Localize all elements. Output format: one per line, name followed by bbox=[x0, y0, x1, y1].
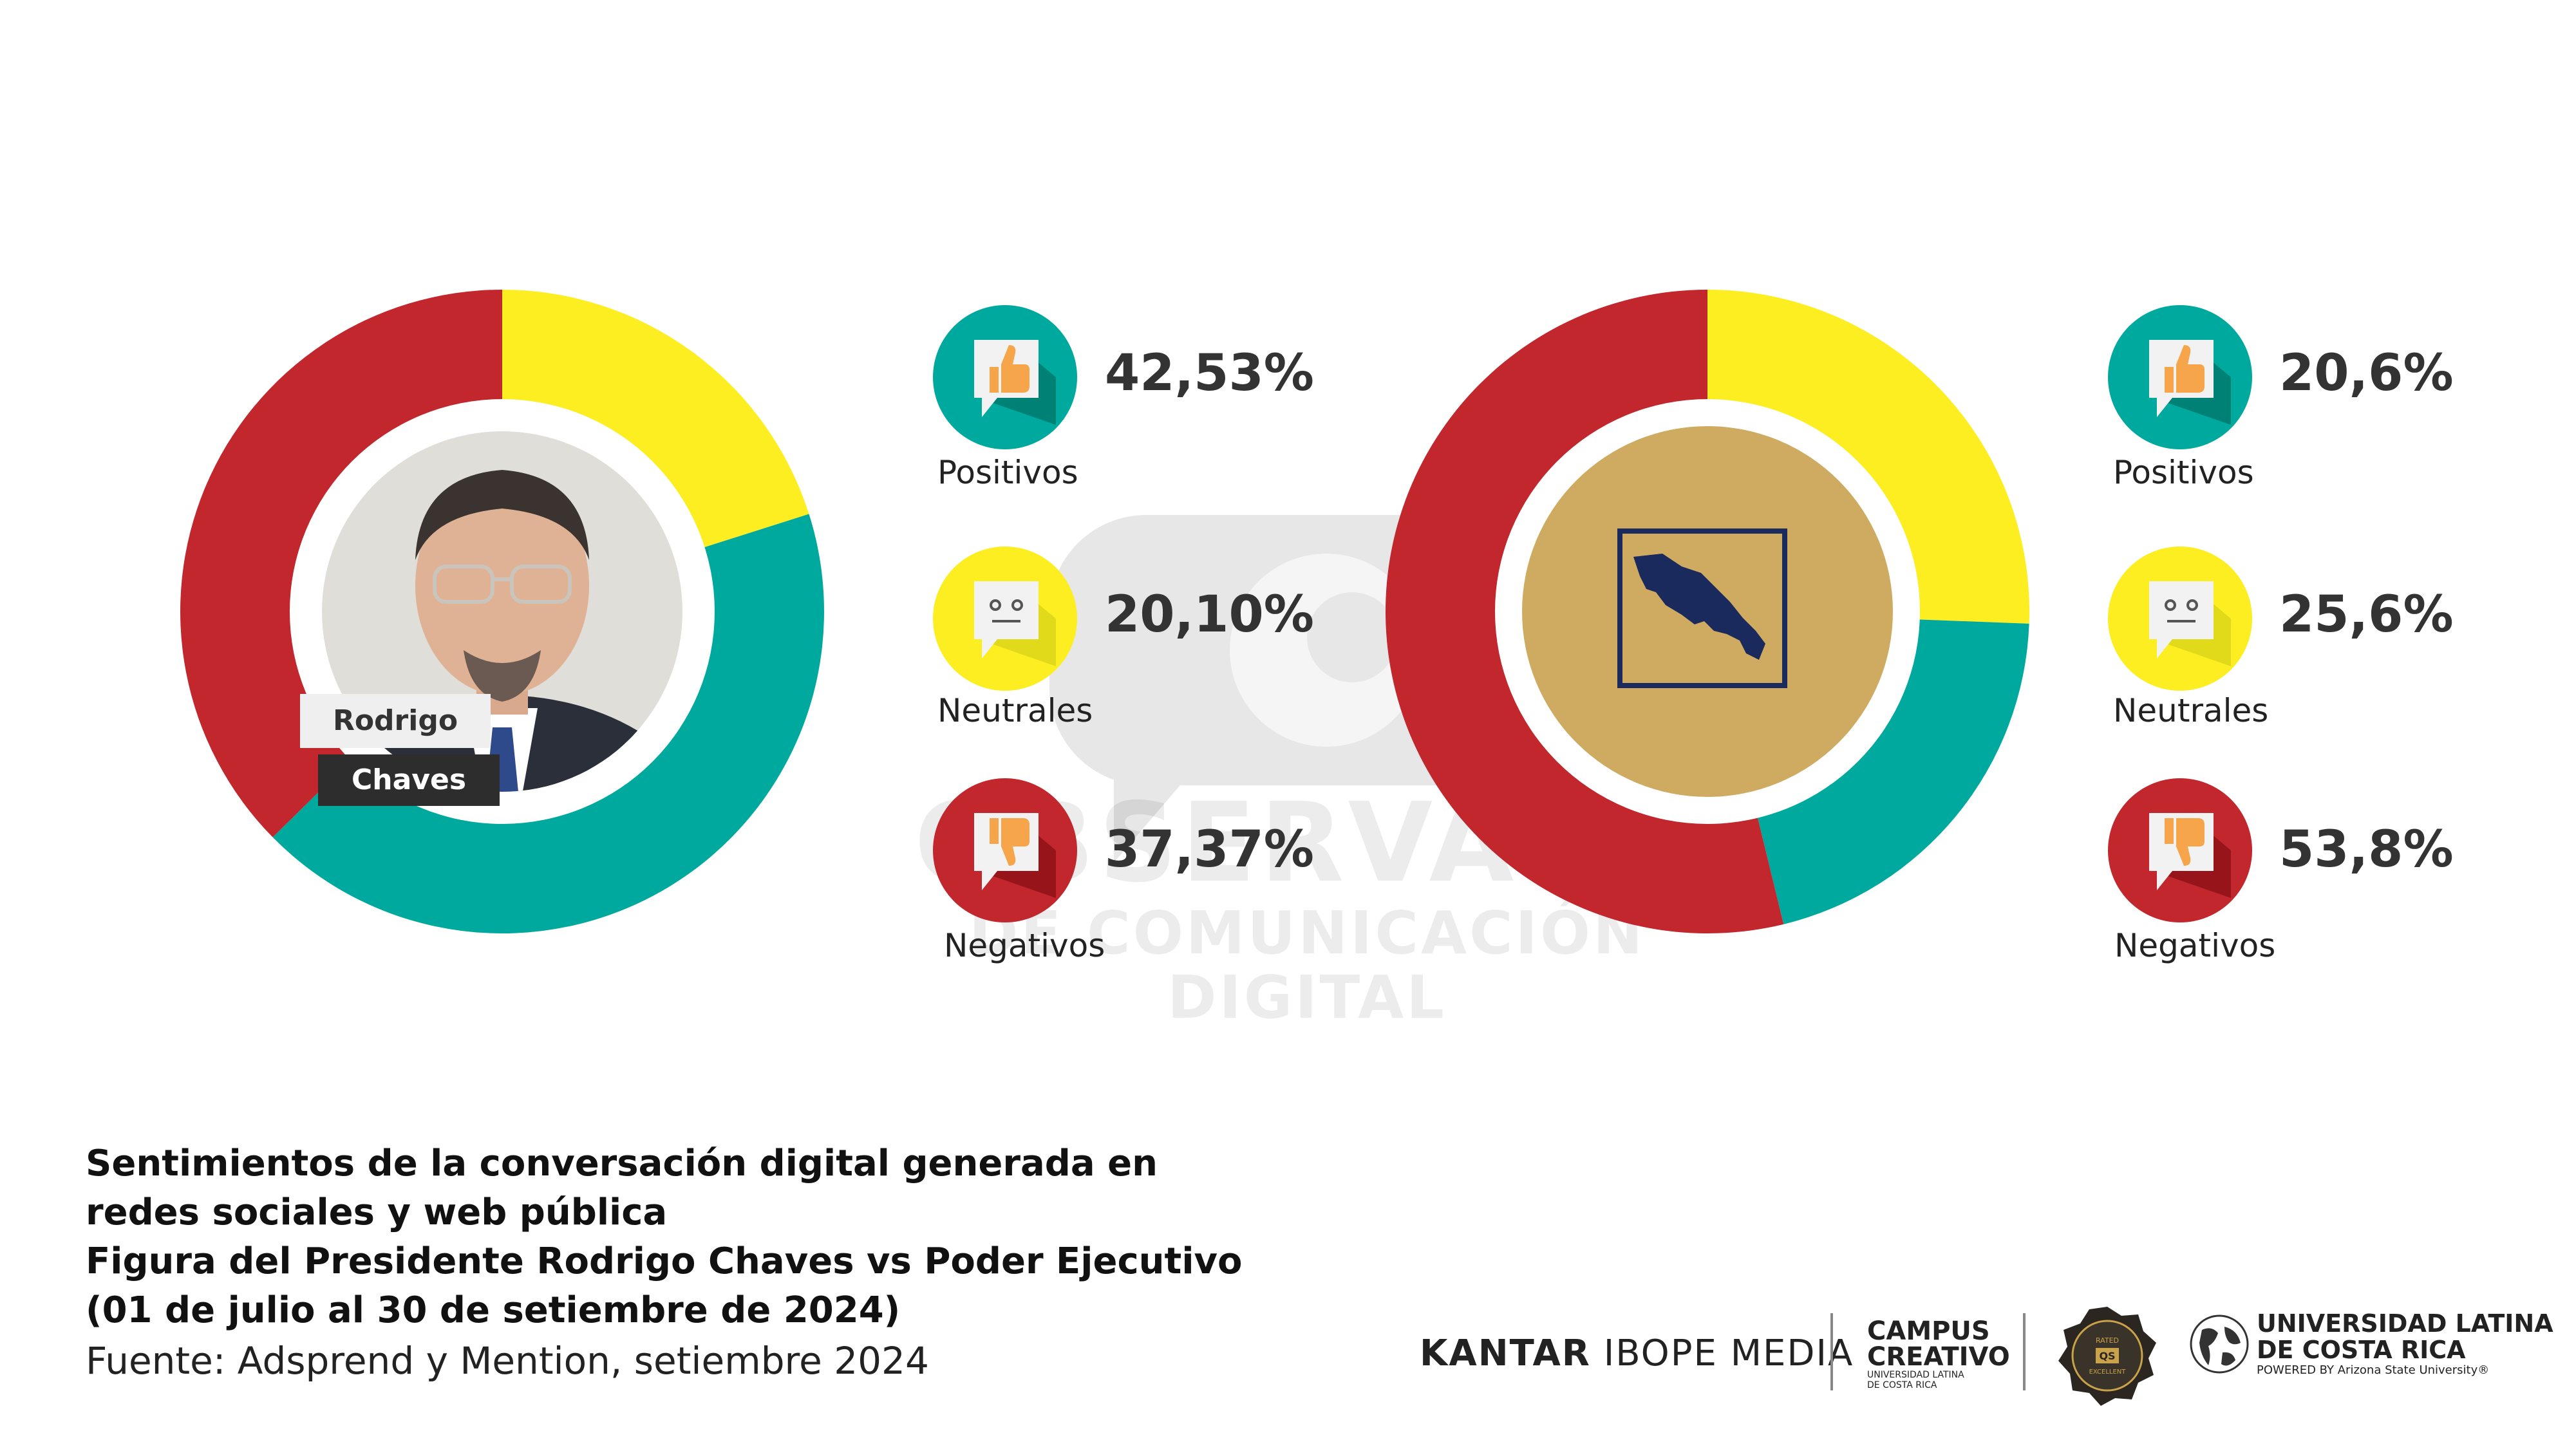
ulatina-line2: DE COSTA RICA bbox=[2257, 1336, 2466, 1364]
donut-chart-poder-ejecutivo bbox=[1386, 290, 2029, 933]
legend-right-negative-label: Negativos bbox=[2114, 927, 2276, 964]
thumbs-up-icon bbox=[2108, 305, 2252, 449]
caption-source: Fuente: Adsprend y Mention, setiembre 20… bbox=[86, 1339, 929, 1383]
name-tag-last: Chaves bbox=[318, 754, 500, 806]
ulatina-line3: POWERED BY Arizona State University® bbox=[2257, 1363, 2490, 1377]
ulatina-text: UNIVERSIDAD LATINA DE COSTA RICA POWERED… bbox=[2257, 1310, 2553, 1378]
caption-line-3: Figura del Presidente Rodrigo Chaves vs … bbox=[86, 1240, 1243, 1282]
seal-top: RATED bbox=[2096, 1336, 2119, 1345]
legend-left-neutral-value: 20,10% bbox=[1105, 586, 1314, 644]
qs-rating-seal-icon: RATED QS EXCELLENT bbox=[2058, 1307, 2156, 1406]
caption-line-2: redes sociales y web pública bbox=[86, 1192, 668, 1233]
costa-rica-map-icon bbox=[1617, 528, 1787, 688]
name-tag-first: Rodrigo bbox=[300, 694, 491, 748]
logo-divider bbox=[1830, 1313, 1833, 1390]
legend-left-negative-value: 37,37% bbox=[1105, 821, 1314, 879]
thumbs-down-icon bbox=[2108, 778, 2252, 922]
legend-right-neutral-value: 25,6% bbox=[2279, 586, 2454, 644]
campus-creativo-logo: CAMPUS CREATIVO UNIVERSIDAD LATINA DE CO… bbox=[1867, 1318, 2010, 1390]
globe-icon bbox=[2190, 1314, 2249, 1374]
legend-left-positive-value: 42,53% bbox=[1105, 344, 1314, 402]
legend-left-positive-label: Positivos bbox=[937, 454, 1078, 491]
legend-left-negative-label: Negativos bbox=[944, 927, 1105, 964]
kantar-logo-rest: IBOPE MEDIA bbox=[1603, 1332, 1854, 1374]
neutral-face-icon bbox=[933, 547, 1077, 691]
kantar-ibope-logo: KANTAR IBOPE MEDIA bbox=[1420, 1332, 1854, 1374]
legend-right-neutral-label: Neutrales bbox=[2113, 692, 2269, 729]
campus-sub1: UNIVERSIDAD LATINA bbox=[1867, 1370, 1964, 1380]
campus-line1: CAMPUS bbox=[1867, 1316, 1990, 1346]
seal-number: QS bbox=[2099, 1350, 2115, 1362]
campus-line2: CREATIVO bbox=[1867, 1342, 2010, 1372]
neutral-face-icon bbox=[2108, 547, 2252, 691]
thumbs-up-icon bbox=[933, 305, 1077, 449]
ulatina-line1: UNIVERSIDAD LATINA bbox=[2257, 1309, 2553, 1338]
donut-chart-chaves bbox=[180, 290, 824, 933]
campus-sub2: DE COSTA RICA bbox=[1867, 1380, 1937, 1390]
legend-right-positive-label: Positivos bbox=[2113, 454, 2254, 491]
thumbs-down-icon bbox=[933, 778, 1077, 922]
legend-right-positive-value: 20,6% bbox=[2279, 344, 2454, 402]
seal-bottom: EXCELLENT bbox=[2089, 1369, 2127, 1376]
universidad-latina-logo: UNIVERSIDAD LATINA DE COSTA RICA POWERED… bbox=[2189, 1310, 2562, 1394]
caption: Sentimientos de la conversación digital … bbox=[86, 1139, 1309, 1387]
legend-left-neutral-label: Neutrales bbox=[937, 692, 1093, 729]
caption-line-1: Sentimientos de la conversación digital … bbox=[86, 1143, 1158, 1184]
legend-right-negative-value: 53,8% bbox=[2279, 821, 2454, 879]
watermark-line2: DE COMUNICACIÓN DIGITAL bbox=[968, 899, 1646, 1032]
logo-divider bbox=[2023, 1313, 2026, 1390]
kantar-logo-bold: KANTAR bbox=[1420, 1332, 1591, 1374]
caption-line-4: (01 de julio al 30 de setiembre de 2024) bbox=[86, 1289, 901, 1331]
